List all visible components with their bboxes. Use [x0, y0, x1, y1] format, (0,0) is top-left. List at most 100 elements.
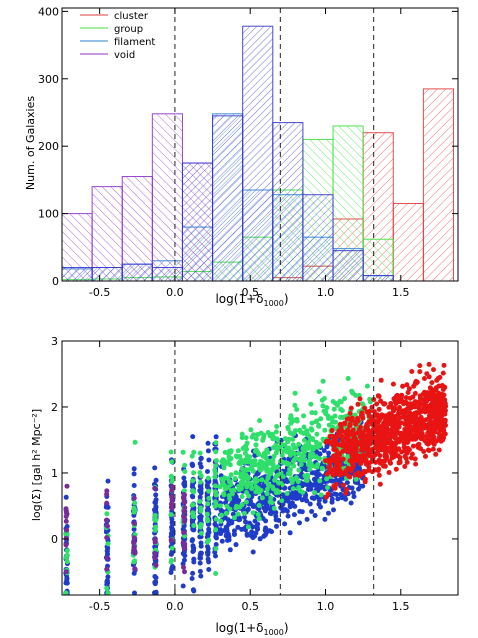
scatter-point [168, 501, 174, 507]
scatter-point [280, 492, 286, 498]
histogram-plot-frame [61, 7, 459, 282]
scatter-point [331, 447, 337, 452]
scatter-point [397, 405, 402, 410]
histogram-bar [362, 238, 394, 282]
scatter-point [244, 531, 250, 537]
scatter-point [388, 427, 394, 433]
y-tick-label: 100 [38, 208, 59, 221]
scatter-point [265, 430, 271, 435]
scatter-point [305, 472, 310, 478]
scatter-point [418, 423, 424, 429]
scatter-point [227, 506, 233, 512]
scatter-point [259, 495, 265, 501]
scatter-point [131, 540, 137, 546]
scatter-point [406, 447, 412, 453]
scatter-point [324, 476, 330, 482]
scatter-point [182, 482, 187, 488]
scatter-point [274, 424, 280, 429]
scatter-point [64, 580, 70, 586]
scatter-point [377, 481, 383, 487]
scatter-point [236, 483, 242, 489]
scatter-point [282, 521, 288, 527]
scatter-point [205, 448, 211, 454]
scatter-point [382, 429, 388, 435]
scatter-point [206, 526, 212, 532]
scatter-point [191, 547, 197, 553]
scatter-point [374, 401, 380, 407]
scatter-point [397, 458, 403, 464]
scatter-point [393, 440, 399, 446]
scatter-point [250, 549, 256, 555]
scatter-point [191, 559, 197, 565]
histogram-bar [392, 202, 424, 282]
scatter-point [257, 467, 263, 473]
scatter-point [340, 482, 346, 488]
scatter-point [152, 555, 158, 561]
scatter-point [290, 418, 296, 423]
scatter-point [298, 455, 304, 461]
x-tick-label: 0.0 [166, 286, 184, 299]
scatter-point [328, 468, 334, 474]
scatter-point [258, 430, 264, 436]
histogram-bar [181, 162, 214, 282]
scatter-point [423, 406, 429, 412]
scatter-point [169, 478, 175, 484]
scatter-point [349, 461, 355, 467]
scatter-point [355, 430, 360, 436]
scatter-point [301, 444, 307, 450]
scatter-point [326, 510, 331, 516]
x-tick-label: 0.5 [241, 600, 259, 613]
scatter-point [198, 543, 204, 549]
scatter-point [387, 459, 393, 464]
scatter-point [221, 491, 227, 497]
scatter-point [64, 511, 70, 517]
scatter-point [340, 448, 346, 454]
scatter-point [206, 488, 212, 494]
scatter-point [153, 477, 159, 483]
y-tick-label: 200 [38, 140, 59, 153]
scatter-point [329, 499, 335, 505]
scatter-point [425, 422, 431, 428]
scatter-point [257, 536, 263, 542]
scatter-point [63, 518, 69, 524]
scatter-point [400, 383, 406, 389]
legend-label-void: void [114, 50, 135, 61]
scatter-point [278, 441, 284, 447]
scatter-point [169, 545, 175, 551]
histogram-series-extra [61, 25, 394, 282]
scatter-point [292, 402, 298, 408]
scatter-point [393, 466, 399, 472]
scatter-point [422, 376, 427, 381]
scatter-point [238, 461, 243, 467]
scatter-point [105, 478, 111, 484]
scatter-point [269, 529, 275, 535]
scatter-point [430, 428, 436, 433]
scatter-point [403, 435, 409, 441]
scatter-point [340, 456, 346, 462]
scatter-series-green [63, 376, 374, 596]
scatter-point [362, 479, 368, 485]
scatter-y-axis-label: log(Σ) [gal h² Mpc⁻²] [30, 409, 43, 521]
scatter-point [439, 400, 445, 406]
scatter-point [260, 515, 266, 521]
scatter-point [269, 500, 275, 506]
scatter-point [330, 433, 336, 439]
scatter-point [104, 535, 110, 541]
scatter-point [152, 517, 158, 523]
scatter-point [169, 459, 175, 465]
scatter-point [235, 511, 241, 517]
scatter-point [226, 454, 232, 460]
x-tick-label: 1.0 [317, 600, 335, 613]
scatter-point [348, 405, 354, 411]
scatter-point [181, 488, 187, 494]
scatter-point [442, 384, 448, 390]
scatter-point [169, 549, 175, 555]
scatter-point [320, 466, 325, 472]
scatter-point [440, 370, 446, 376]
scatter-point [309, 509, 315, 514]
scatter-point [189, 576, 195, 581]
scatter-point [233, 505, 239, 511]
scatter-point [436, 390, 442, 396]
scatter-point [153, 562, 159, 568]
scatter-point [408, 425, 414, 431]
